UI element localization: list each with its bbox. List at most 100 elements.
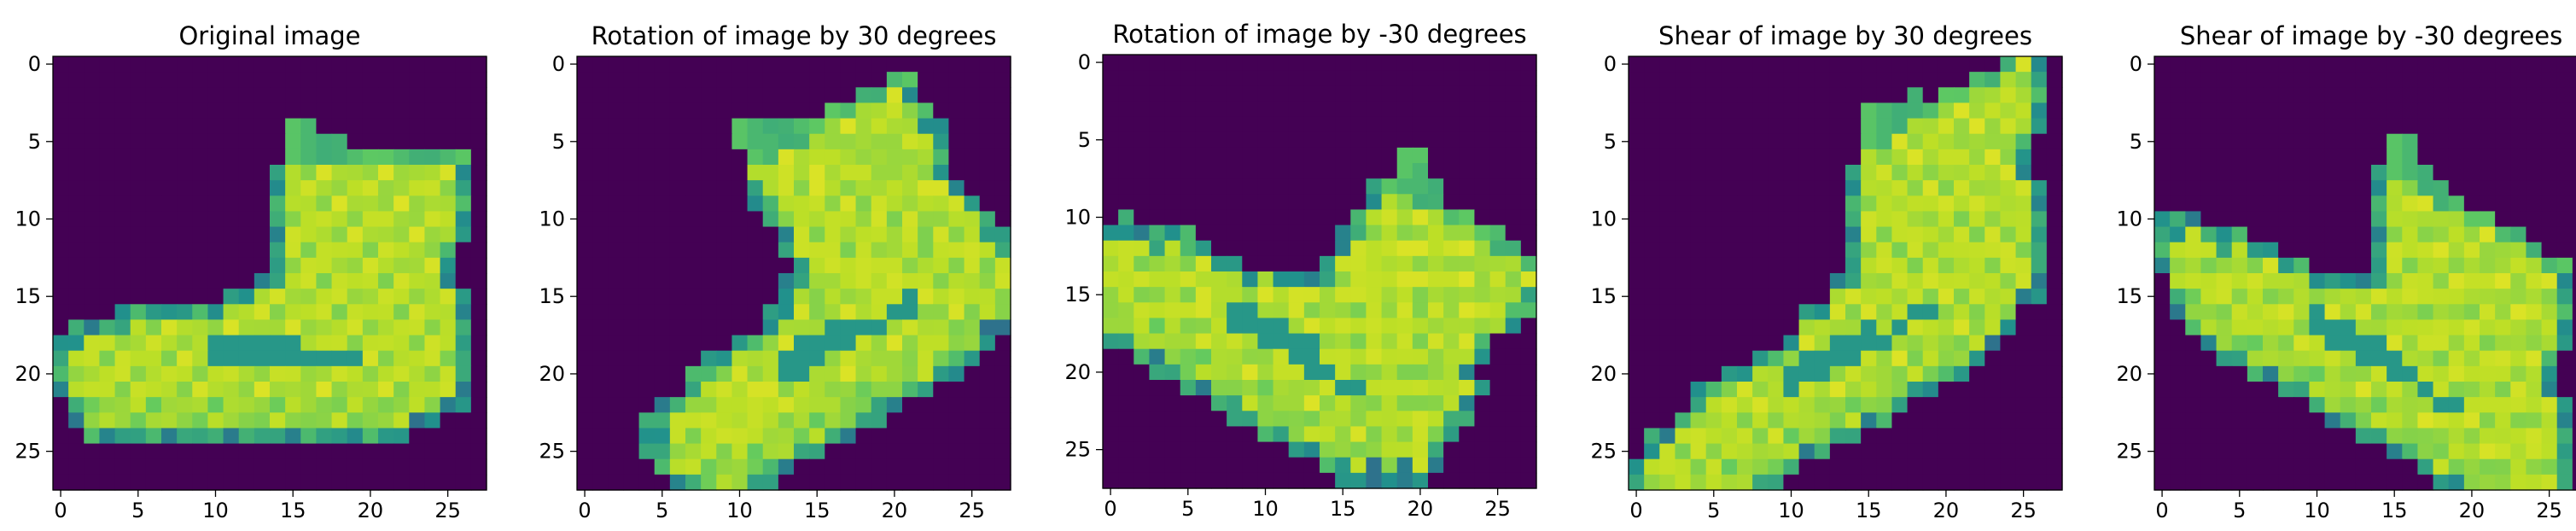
heatmap-cell — [886, 304, 903, 321]
heatmap-cell — [177, 412, 193, 429]
heatmap-cell — [362, 428, 379, 445]
heatmap-cell — [2324, 382, 2341, 398]
heatmap-cell — [1459, 101, 1476, 118]
heatmap-cell — [2355, 56, 2372, 73]
heatmap-cell — [1938, 257, 1955, 274]
heatmap-cell — [2448, 304, 2465, 321]
heatmap-cell — [2371, 474, 2387, 491]
heatmap-cell — [300, 72, 318, 88]
heatmap-cell — [424, 56, 441, 73]
heatmap-cell — [1644, 474, 1660, 491]
heatmap-cell — [1412, 457, 1429, 474]
heatmap-cell — [99, 118, 116, 135]
heatmap-cell — [933, 56, 950, 73]
heatmap-cell — [207, 458, 224, 476]
heatmap-cell — [778, 474, 795, 491]
heatmap-cell — [2541, 397, 2558, 413]
heatmap-cell — [2000, 165, 2017, 181]
heatmap-cell — [1257, 457, 1274, 474]
heatmap-cell — [2448, 458, 2465, 476]
heatmap-cell — [809, 195, 825, 213]
heatmap-cell — [654, 443, 671, 460]
heatmap-cell — [731, 304, 749, 321]
heatmap-cell — [902, 195, 918, 213]
heatmap-cell — [1783, 273, 1800, 289]
heatmap-cell — [1969, 211, 1985, 228]
heatmap-cell — [238, 72, 255, 88]
heatmap-cell — [2526, 195, 2543, 213]
heatmap-cell — [1242, 441, 1259, 458]
heatmap-cell — [1381, 163, 1398, 179]
heatmap-cell — [2031, 118, 2048, 135]
heatmap-cell — [2263, 102, 2279, 120]
heatmap-cell — [1366, 194, 1383, 211]
heatmap-cell — [747, 443, 764, 460]
heatmap-cell — [2000, 242, 2017, 259]
heatmap-cell — [2185, 319, 2202, 336]
heatmap-cell — [1907, 165, 1924, 181]
heatmap-cell — [669, 180, 686, 196]
heatmap-cell — [855, 397, 872, 413]
heatmap-cell — [1505, 55, 1522, 71]
heatmap-cell — [1489, 116, 1507, 133]
heatmap-cell — [1211, 426, 1227, 443]
heatmap-cell — [2556, 289, 2573, 305]
heatmap-cell — [1783, 365, 1800, 382]
heatmap-cell — [1180, 287, 1197, 303]
heatmap-cell — [2480, 87, 2496, 104]
heatmap-cell — [886, 242, 903, 259]
heatmap-cell — [747, 289, 764, 305]
heatmap-cell — [455, 149, 472, 166]
heatmap-cell — [809, 72, 825, 88]
heatmap-cell — [1459, 240, 1476, 257]
heatmap-cell — [2402, 226, 2419, 243]
heatmap-cell — [2278, 242, 2294, 259]
y-tick-label: 20 — [15, 362, 41, 386]
heatmap-cell — [300, 273, 318, 289]
heatmap-cell — [1969, 149, 1985, 166]
heatmap-cell — [1659, 412, 1676, 429]
heatmap-cell — [1690, 72, 1707, 88]
heatmap-cell — [948, 273, 965, 289]
heatmap-cell — [1876, 382, 1893, 398]
heatmap-cell — [2015, 242, 2032, 259]
heatmap-cell — [716, 72, 733, 88]
heatmap-cell — [2154, 195, 2171, 213]
heatmap-cell — [1103, 318, 1119, 335]
heatmap-cell — [470, 87, 487, 104]
heatmap-cell — [592, 102, 609, 120]
heatmap-cell — [994, 273, 1011, 289]
heatmap-cell — [2448, 335, 2465, 352]
heatmap-cell — [2510, 397, 2527, 413]
heatmap-cell — [1273, 472, 1290, 489]
heatmap-cell — [53, 397, 69, 413]
heatmap-cell — [2324, 335, 2341, 352]
heatmap-cell — [1273, 55, 1290, 71]
heatmap-cell — [825, 335, 842, 352]
heatmap-cell — [809, 273, 825, 289]
heatmap-cell — [1428, 70, 1444, 86]
heatmap-cell — [223, 180, 240, 196]
heatmap-cell — [1443, 411, 1460, 428]
heatmap-cell — [1845, 443, 1862, 460]
heatmap-cell — [362, 87, 379, 104]
heatmap-cell — [1443, 209, 1460, 226]
heatmap-cell — [2031, 428, 2048, 445]
heatmap-cell — [809, 412, 825, 429]
heatmap-cell — [1443, 333, 1460, 350]
heatmap-cell — [1783, 257, 1800, 274]
heatmap-cell — [979, 133, 996, 150]
heatmap-cell — [2247, 56, 2264, 73]
heatmap-cell — [1938, 242, 1955, 259]
heatmap-cell — [99, 180, 116, 196]
heatmap-cell — [455, 195, 472, 213]
heatmap-cell — [902, 397, 918, 413]
heatmap-cell — [1520, 441, 1537, 458]
heatmap-cell — [1459, 426, 1476, 443]
heatmap-cell — [1257, 70, 1274, 86]
heatmap-cell — [2371, 180, 2387, 196]
heatmap-cell — [316, 226, 333, 243]
heatmap-cell — [2031, 56, 2048, 73]
heatmap-cell — [871, 319, 888, 336]
heatmap-cell — [1984, 180, 2002, 196]
